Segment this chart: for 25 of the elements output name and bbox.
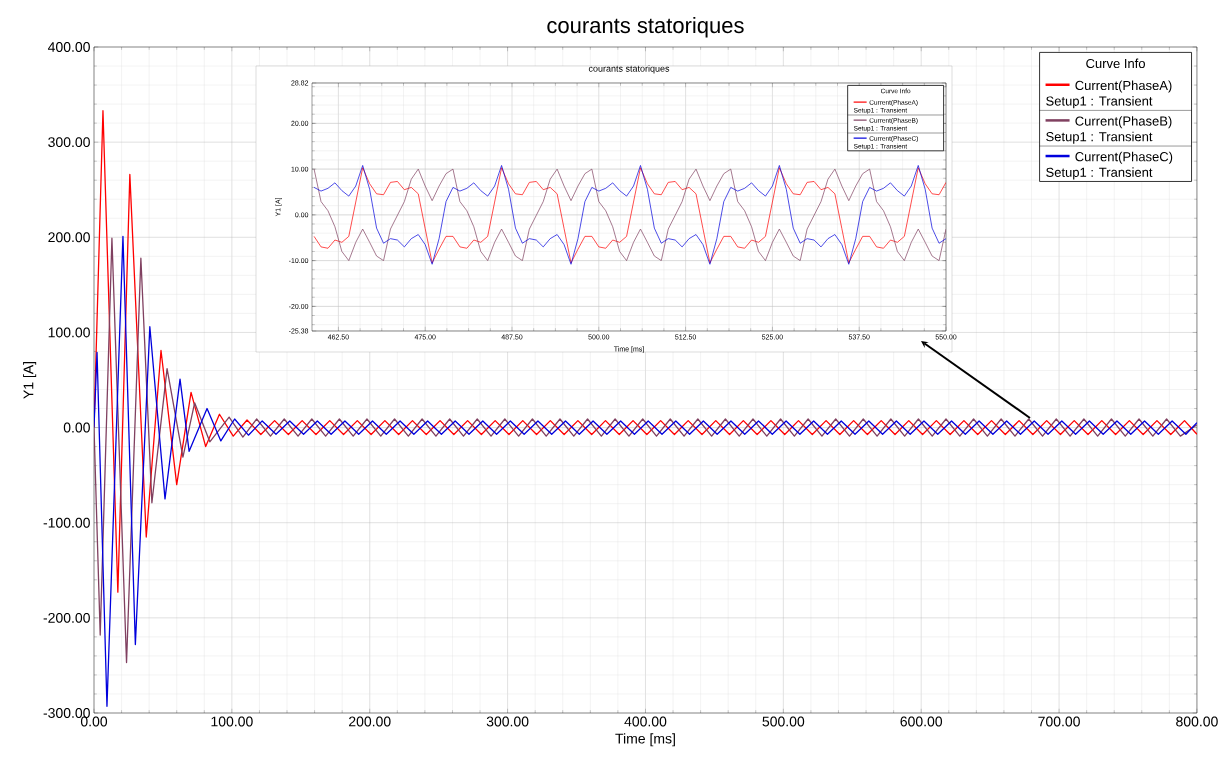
y-axis-title: Y1 [A] (23, 361, 37, 399)
chart-title: courants statoriques (588, 65, 670, 74)
x-axis-title: Time [ms] (615, 733, 675, 747)
x-tick-label: 800.00 (1176, 716, 1218, 727)
y-tick-label: -300.00 (43, 708, 90, 718)
y-tick-label: -100.00 (43, 517, 90, 528)
x-tick-label: 200.00 (349, 716, 391, 727)
legend-label: Current(PhaseB) Setup1 : Transient (1046, 116, 1172, 144)
legend-label: Current(PhaseA) Setup1 : Transient (1046, 80, 1172, 109)
y-tick-label: 300.00 (48, 137, 90, 148)
line-series (94, 110, 1197, 593)
y-tick-label: 200.00 (48, 232, 90, 243)
y-tick-label: 400.00 (47, 42, 90, 52)
x-tick-label: 700.00 (1038, 716, 1080, 727)
x-tick-label: 500.00 (762, 716, 805, 727)
chart-title: courants statoriques (547, 17, 744, 38)
x-tick-label: 100.00 (211, 716, 253, 727)
x-tick-label: 0.00 (80, 716, 108, 727)
y-tick-label: -200.00 (43, 612, 90, 623)
legend-label: Current(PhaseC) Setup1 : Transient (1046, 151, 1173, 180)
x-tick-label: 400.00 (624, 716, 667, 727)
x-tick-label: 600.00 (900, 716, 943, 727)
y-tick-label: 0.00 (63, 422, 90, 433)
legend-title: Curve Info (1086, 58, 1145, 69)
x-tick-label: 300.00 (486, 716, 529, 727)
